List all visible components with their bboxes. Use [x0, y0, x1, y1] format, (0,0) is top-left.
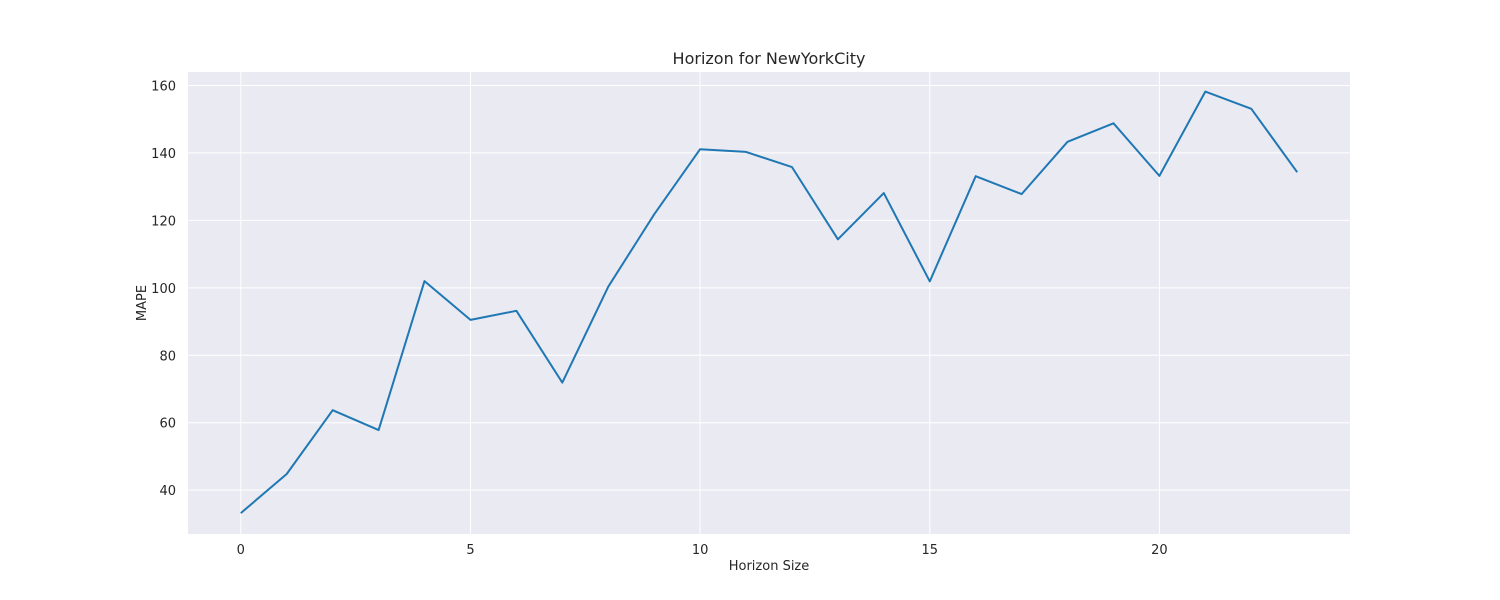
- series-line: [240, 90, 1299, 514]
- y-tick-label: 40: [159, 484, 176, 499]
- x-tick-label: 10: [692, 543, 709, 558]
- y-tick-label: 120: [151, 214, 176, 229]
- y-tick-label: 100: [151, 282, 176, 297]
- chart-title: Horizon for NewYorkCity: [673, 49, 866, 68]
- y-tick-label: 160: [151, 79, 176, 94]
- y-axis-label: MAPE: [135, 285, 150, 321]
- x-tick-label: 15: [921, 543, 938, 558]
- x-tick-label: 0: [237, 543, 245, 558]
- plot-area: [188, 72, 1350, 534]
- y-tick-label: 60: [159, 417, 176, 432]
- y-tick-label: 80: [159, 349, 176, 364]
- x-tick-label: 20: [1151, 543, 1168, 558]
- x-tick-label: 5: [466, 543, 474, 558]
- tick-labels: 0 5 10 15 20 40 60 80 100 120 140 160: [151, 79, 1167, 558]
- x-axis-label: Horizon Size: [729, 559, 810, 574]
- y-tick-label: 140: [151, 147, 176, 162]
- series-group: [240, 90, 1299, 514]
